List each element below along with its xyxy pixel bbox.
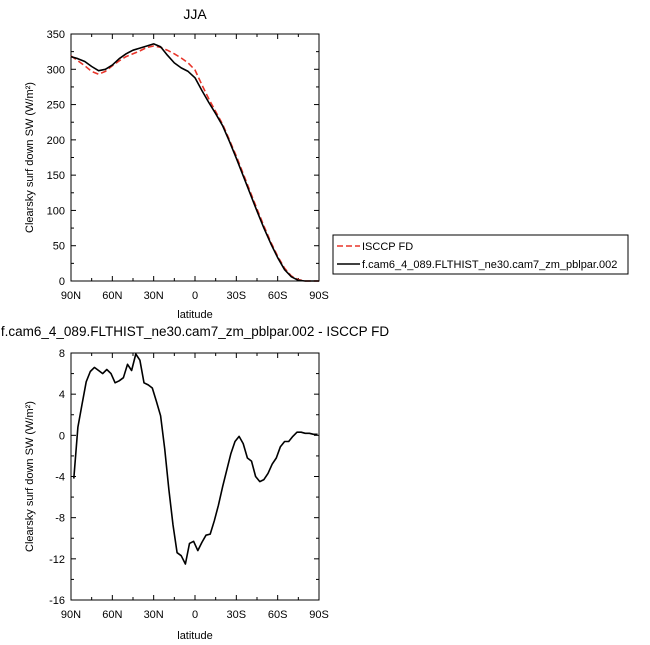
y-tick-label: 8	[59, 348, 65, 360]
x-axis-label: latitude	[177, 630, 212, 642]
x-tick-label: 0	[192, 290, 198, 302]
x-tick-label: 60S	[268, 290, 288, 302]
series-line-1	[70, 45, 319, 282]
x-tick-label: 60S	[268, 609, 288, 621]
x-tick-label: 30N	[144, 609, 164, 621]
y-tick-label: 250	[47, 100, 65, 112]
y-tick-label: 150	[47, 170, 65, 182]
y-tick-label: -16	[49, 595, 65, 607]
y-tick-label: 0	[59, 276, 65, 288]
legend-box	[332, 234, 629, 275]
y-tick-label: -12	[49, 554, 65, 566]
y-tick-label: 100	[47, 205, 65, 217]
chart-panel-1: JJA 90N 60N 30N 0 30S 60S 90S 0 50 100 150 200 250 300…	[24, 6, 629, 321]
legend-entry: ISCCP FD	[362, 241, 413, 253]
y-tick-label: 0	[59, 430, 65, 442]
x-tick-label: 90N	[61, 290, 81, 302]
y-tick-label: 50	[53, 241, 65, 253]
y-tick-label: 200	[47, 135, 65, 147]
y-tick-label: -8	[55, 513, 65, 525]
series-line-2	[70, 43, 319, 282]
y-axis-label: Clearsky surf down SW (W/m²)	[24, 82, 36, 233]
x-axis-label: latitude	[177, 309, 212, 321]
chart-title: JJA	[183, 6, 207, 22]
legend-entry: f.cam6_4_089.FLTHIST_ne30.cam7_zm_pblpar…	[362, 259, 617, 271]
x-tick-label: 0	[192, 609, 198, 621]
y-tick-label: -4	[55, 472, 65, 484]
x-tick-label: 90S	[309, 609, 329, 621]
x-tick-label: 30S	[227, 290, 247, 302]
x-tick-label: 30N	[144, 290, 164, 302]
y-tick-label: 4	[59, 389, 65, 401]
x-tick-label: 60N	[102, 609, 122, 621]
x-tick-label: 30S	[227, 609, 247, 621]
legend: ISCCP FD f.cam6_4_089.FLTHIST_ne30.cam7_z…	[332, 234, 629, 275]
chart-title: f.cam6_4_089.FLTHIST_ne30.cam7_zm_pblpar…	[1, 324, 389, 339]
x-tick-label: 90S	[309, 290, 329, 302]
y-axis-label: Clearsky surf down SW (W/m²)	[24, 401, 36, 552]
plot-frame	[70, 352, 320, 601]
y-tick-label: 350	[47, 29, 65, 41]
x-tick-label: 60N	[102, 290, 122, 302]
series-line-1	[73, 353, 318, 565]
x-tick-label: 90N	[61, 609, 81, 621]
y-tick-label: 300	[47, 64, 65, 76]
chart-panel-2: f.cam6_4_089.FLTHIST_ne30.cam7_zm_pblpar…	[1, 324, 389, 642]
